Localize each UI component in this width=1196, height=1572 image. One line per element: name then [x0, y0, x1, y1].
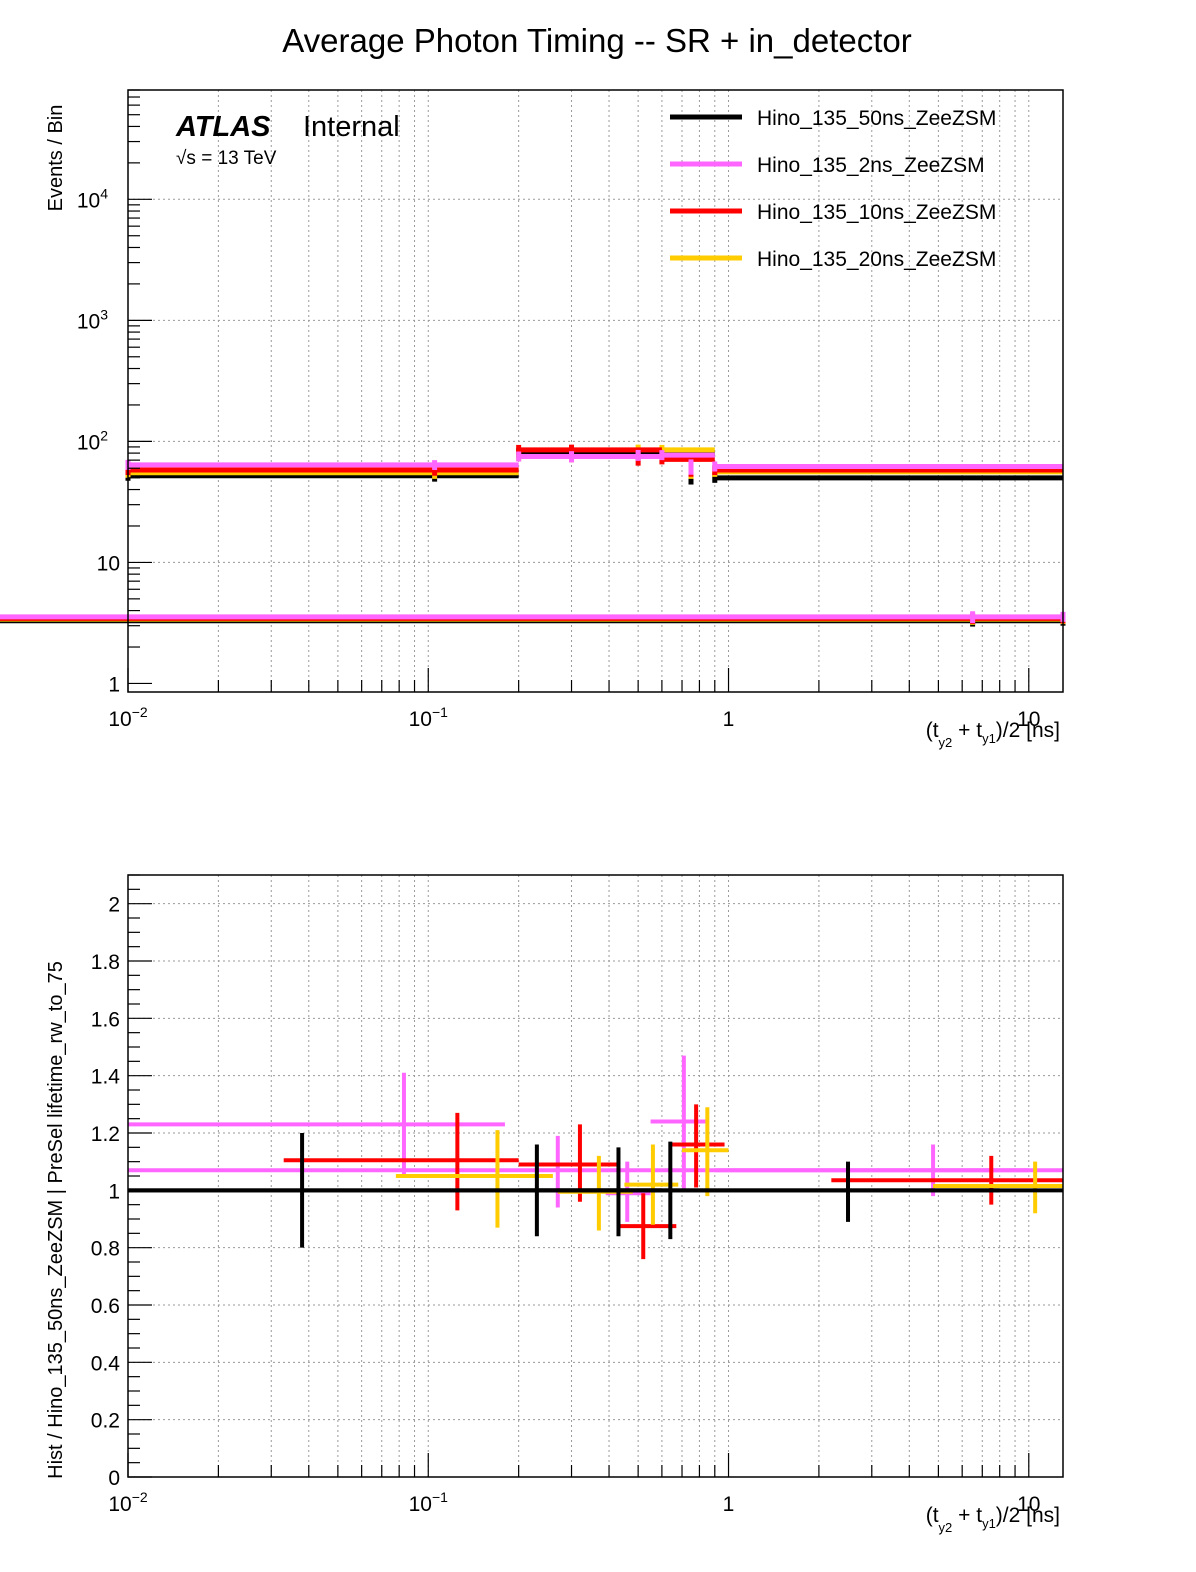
x-label-mid: + t: [952, 719, 982, 742]
y-tick-label: 1: [108, 673, 120, 696]
x-tick-label: 10: [1017, 1493, 1040, 1516]
bottom-x-axis-label: (ty2 + ty1)/2 [ns]: [926, 1504, 1060, 1535]
top-axis-ticks: [127, 89, 1030, 692]
legend-item: Hino_135_2ns_ZeeZSM: [670, 154, 985, 177]
y-tick-label: 0.4: [91, 1352, 121, 1375]
y-tick-label: 0.6: [91, 1295, 120, 1318]
bottom-y-axis-label: Hist / Hino_135_50ns_ZeeZSM | PreSel lif…: [45, 961, 67, 1479]
legend-label: Hino_135_50ns_ZeeZSM: [757, 107, 996, 130]
x-label-close: )/2 [ns]: [996, 719, 1060, 742]
internal-label: Internal: [303, 111, 400, 143]
x-tick-label: 10−1: [409, 704, 449, 731]
x-label-sub1: y2: [939, 735, 953, 750]
y-tick-label: 2: [108, 894, 120, 917]
bottom-series: [128, 1055, 1063, 1260]
bottom-panel: 10−2 10−1 1 10 00.20.40.60.811.21.41.61.82 …: [45, 874, 1064, 1535]
y-tick-label: 104: [77, 185, 108, 212]
top-panel: 10−2 10−1 1 10 1 10 102 103 104 Events / Bin (t…: [0, 89, 1066, 750]
y-tick-label: 1.2: [91, 1123, 120, 1146]
y-tick-label: 1: [108, 1180, 120, 1203]
bottom-axis-ticks: [127, 874, 1030, 1478]
x-tick-label: 1: [723, 708, 735, 731]
y-tick-label: 0.8: [91, 1238, 120, 1261]
figure-title: Average Photon Timing -- SR + in_detecto…: [282, 22, 911, 59]
y-tick-label: 1.6: [91, 1008, 120, 1031]
top-y-tick-labels: 1 10 102 103 104: [77, 185, 120, 696]
y-tick-label: 0: [108, 1467, 120, 1490]
legend-item: Hino_135_50ns_ZeeZSM: [670, 107, 996, 130]
x-label-sub2: y1: [982, 1516, 996, 1531]
x-tick-label: 1: [723, 1493, 735, 1516]
top-x-tick-labels: 10−2 10−1 1 10: [108, 704, 1040, 731]
x-label-close: )/2 [ns]: [996, 1504, 1060, 1527]
top-plot-frame: [127, 89, 1064, 693]
legend-item: Hino_135_10ns_ZeeZSM: [670, 201, 996, 224]
series-Hino_135_2ns_ZeeZSM: [0, 449, 1066, 624]
x-label-mid: + t: [952, 1504, 982, 1527]
ratio-series-Hino_135_10ns_ZeeZSM: [283, 1104, 1063, 1260]
legend-label: Hino_135_20ns_ZeeZSM: [757, 248, 996, 271]
bottom-x-tick-labels: 10−2 10−1 1 10: [108, 1489, 1040, 1516]
x-label-sub1: y2: [939, 1520, 953, 1535]
top-x-axis-label: (ty2 + ty1)/2 [ns]: [926, 719, 1060, 750]
legend-label: Hino_135_10ns_ZeeZSM: [757, 201, 996, 224]
x-label-open: (t: [926, 1504, 939, 1527]
bottom-y-tick-labels: 0 0.2 0.4 0.6 0.8 1 1.2 1.4 1.6 1.8 2: [91, 894, 121, 1490]
top-grid: [128, 90, 1063, 692]
top-series: [0, 444, 1066, 627]
legend-item: Hino_135_20ns_ZeeZSM: [670, 248, 996, 271]
x-tick-label: 10: [1017, 708, 1040, 731]
legend-label: Hino_135_2ns_ZeeZSM: [757, 154, 985, 177]
y-tick-label: 103: [77, 306, 108, 333]
y-tick-label: 1.4: [91, 1066, 121, 1089]
y-tick-label: 1.8: [91, 951, 120, 974]
x-tick-label: 10−1: [409, 1489, 449, 1516]
x-tick-label: 10−2: [108, 1489, 148, 1516]
y-tick-label: 102: [77, 427, 108, 454]
energy-label: √s = 13 TeV: [176, 148, 277, 169]
y-tick-label: 10: [97, 552, 120, 575]
y-tick-label: 0.2: [91, 1410, 120, 1433]
x-label-sub2: y1: [982, 731, 996, 746]
top-y-axis-label: Events / Bin: [45, 105, 67, 212]
legend: Hino_135_50ns_ZeeZSM Hino_135_2ns_ZeeZSM H…: [670, 107, 996, 271]
x-label-open: (t: [926, 719, 939, 742]
atlas-label: ATLAS: [175, 111, 271, 143]
x-tick-label: 10−2: [108, 704, 148, 731]
